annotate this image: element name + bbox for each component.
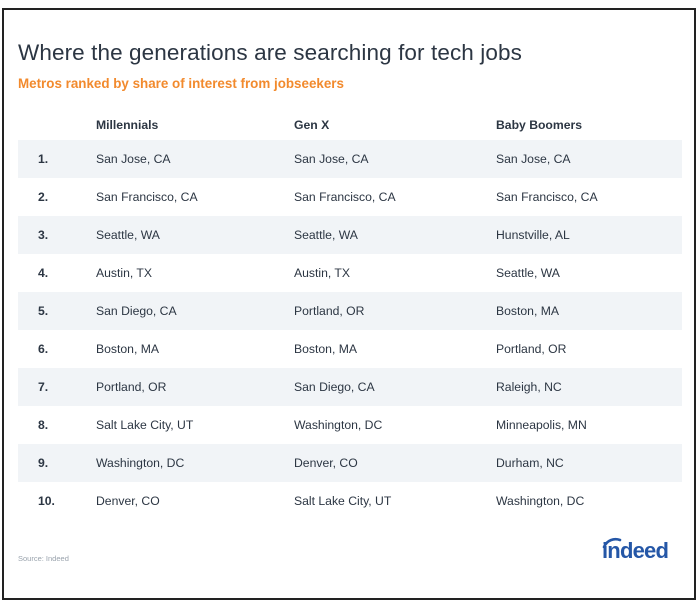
table-row: 6. Boston, MA Boston, MA Portland, OR	[18, 330, 682, 368]
cell-gen-x: Denver, CO	[294, 456, 358, 470]
rank-label: 4.	[38, 266, 49, 280]
rank-label: 2.	[38, 190, 49, 204]
rank-label: 3.	[38, 228, 49, 242]
cell-millennials: Washington, DC	[96, 456, 185, 470]
cell-baby-boomers: Portland, OR	[496, 342, 567, 356]
cell-millennials: Denver, CO	[96, 494, 160, 508]
table-row: 2. San Francisco, CA San Francisco, CA San …	[18, 178, 682, 216]
table-row: 1. San Jose, CA San Jose, CA San Jose, CA	[18, 140, 682, 178]
logo-arc-icon	[602, 537, 622, 549]
cell-baby-boomers: Minneapolis, MN	[496, 418, 587, 432]
rank-label: 10.	[38, 494, 55, 508]
cell-baby-boomers: San Jose, CA	[496, 152, 571, 166]
cell-baby-boomers: Seattle, WA	[496, 266, 560, 280]
rank-label: 8.	[38, 418, 49, 432]
cell-millennials: Portland, OR	[96, 380, 167, 394]
cell-millennials: Salt Lake City, UT	[96, 418, 194, 432]
cell-gen-x: Salt Lake City, UT	[294, 494, 392, 508]
cell-gen-x: San Jose, CA	[294, 152, 369, 166]
cell-millennials: Austin, TX	[96, 266, 152, 280]
table-body: 1. San Jose, CA San Jose, CA San Jose, CA 2.…	[18, 140, 682, 520]
table-row: 10. Denver, CO Salt Lake City, UT Washingto…	[18, 482, 682, 520]
rank-label: 7.	[38, 380, 49, 394]
cell-millennials: Boston, MA	[96, 342, 159, 356]
cell-gen-x: Portland, OR	[294, 304, 365, 318]
cell-baby-boomers: Durham, NC	[496, 456, 564, 470]
indeed-logo: indeed	[602, 537, 684, 565]
logo-text: indeed	[602, 538, 669, 563]
table-row: 5. San Diego, CA Portland, OR Boston, MA	[18, 292, 682, 330]
column-header-millennials: Millennials	[96, 118, 159, 132]
column-header-baby-boomers: Baby Boomers	[496, 118, 583, 132]
rank-label: 9.	[38, 456, 49, 470]
cell-baby-boomers: Raleigh, NC	[496, 380, 562, 394]
column-header-gen-x: Gen X	[294, 118, 330, 132]
table-header: Millennials Gen X Baby Boomers	[0, 118, 700, 134]
cell-baby-boomers: San Francisco, CA	[496, 190, 598, 204]
table-row: 4. Austin, TX Austin, TX Seattle, WA	[18, 254, 682, 292]
cell-millennials: San Diego, CA	[96, 304, 177, 318]
rank-label: 5.	[38, 304, 49, 318]
cell-baby-boomers: Washington, DC	[496, 494, 585, 508]
table-row: 9. Washington, DC Denver, CO Durham, NC	[18, 444, 682, 482]
cell-gen-x: San Diego, CA	[294, 380, 375, 394]
rank-label: 1.	[38, 152, 49, 166]
cell-millennials: San Jose, CA	[96, 152, 171, 166]
cell-millennials: San Francisco, CA	[96, 190, 198, 204]
source-note: Source: Indeed	[18, 554, 69, 563]
chart-subtitle: Metros ranked by share of interest from …	[18, 76, 344, 91]
cell-baby-boomers: Boston, MA	[496, 304, 559, 318]
table-row: 3. Seattle, WA Seattle, WA Hunstville, AL	[18, 216, 682, 254]
rank-label: 6.	[38, 342, 49, 356]
cell-gen-x: Austin, TX	[294, 266, 350, 280]
cell-gen-x: Washington, DC	[294, 418, 383, 432]
cell-millennials: Seattle, WA	[96, 228, 160, 242]
chart-title: Where the generations are searching for …	[18, 40, 522, 65]
table-row: 8. Salt Lake City, UT Washington, DC Minnea…	[18, 406, 682, 444]
cell-gen-x: Boston, MA	[294, 342, 357, 356]
cell-gen-x: Seattle, WA	[294, 228, 358, 242]
table-row: 7. Portland, OR San Diego, CA Raleigh, NC	[18, 368, 682, 406]
cell-baby-boomers: Hunstville, AL	[496, 228, 570, 242]
cell-gen-x: San Francisco, CA	[294, 190, 396, 204]
